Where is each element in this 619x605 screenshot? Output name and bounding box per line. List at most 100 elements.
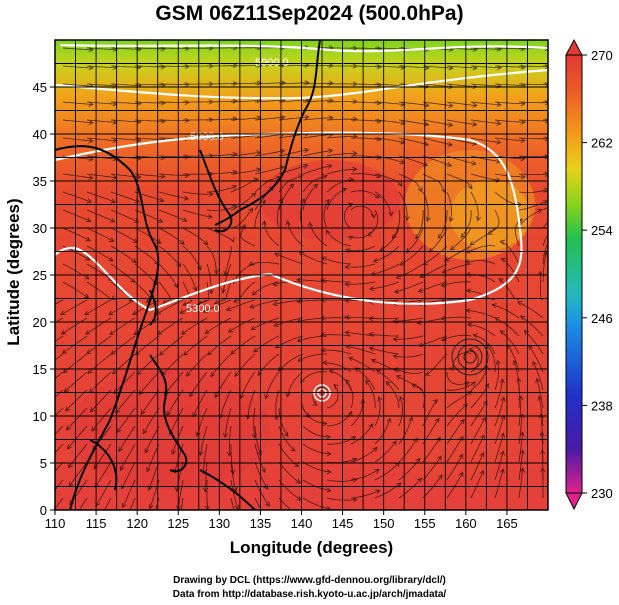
streamline-arrowhead	[171, 449, 176, 455]
streamline	[157, 317, 184, 335]
streamline	[158, 47, 190, 49]
streamline	[518, 83, 548, 85]
y-tick-label: 10	[33, 409, 47, 424]
coastlines	[55, 40, 321, 510]
streamline	[520, 315, 544, 337]
streamline-arrowhead	[230, 469, 236, 475]
streamline-arrowhead	[544, 82, 548, 88]
streamline	[110, 245, 137, 263]
streamline-arrowhead	[256, 80, 262, 86]
streamline-arrowhead	[482, 399, 488, 406]
streamline	[374, 47, 406, 50]
streamline	[95, 479, 112, 507]
streamline-arrowhead	[189, 391, 194, 398]
streamline	[61, 317, 88, 335]
streamline-arrowhead	[423, 141, 429, 147]
streamline-arrowhead	[539, 449, 546, 455]
streamline-arrowhead	[496, 102, 502, 108]
streamline-arrowhead	[535, 377, 541, 384]
streamline	[276, 198, 283, 229]
streamline-arrowhead	[512, 359, 518, 366]
streamline	[398, 477, 422, 499]
streamline-arrowhead	[344, 314, 350, 320]
streamline	[425, 353, 448, 376]
streamline-arrowhead	[109, 237, 115, 242]
streamline	[230, 100, 262, 103]
x-tick-label: 145	[332, 516, 354, 531]
streamline	[254, 425, 262, 456]
streamline-arrowhead	[449, 216, 454, 223]
streamline	[247, 389, 256, 420]
streamline	[205, 461, 208, 492]
streamline-arrowhead	[479, 469, 485, 476]
cool-core-east	[450, 180, 530, 250]
streamline-arrowhead	[447, 141, 453, 147]
streamline-arrowhead	[232, 298, 239, 303]
streamline	[415, 209, 424, 239]
streamline	[470, 137, 501, 143]
streamline-arrowhead	[484, 364, 490, 370]
streamline-arrowhead	[248, 260, 255, 266]
streamline	[326, 179, 354, 193]
streamline	[446, 454, 464, 481]
streamline	[373, 245, 400, 262]
streamline	[206, 171, 237, 175]
streamline-arrowhead	[160, 173, 166, 179]
colorbar-top-arrow	[565, 38, 583, 56]
streamline-arrowhead	[300, 378, 305, 384]
streamline	[94, 461, 112, 488]
streamline-arrowhead	[221, 288, 227, 294]
streamline	[371, 359, 400, 373]
colorbar-body	[565, 54, 583, 494]
streamline-arrowhead	[108, 256, 114, 262]
streamline	[86, 173, 117, 179]
streamline	[446, 83, 477, 88]
streamline	[230, 192, 256, 211]
streamline	[470, 227, 496, 246]
streamline	[309, 222, 328, 247]
streamline	[214, 371, 232, 398]
streamline	[230, 208, 253, 229]
streamline-arrowhead	[379, 246, 385, 251]
streamline	[494, 451, 504, 481]
streamline-arrowhead	[120, 465, 125, 471]
streamline	[158, 281, 172, 304]
colorbar: 270 262 254 246 238 230	[565, 38, 613, 511]
streamline	[518, 209, 542, 229]
streamline-arrowhead	[365, 379, 371, 385]
streamline-arrowhead	[438, 233, 443, 239]
streamline-arrowhead	[250, 325, 256, 330]
streamline	[370, 263, 400, 275]
streamline	[450, 227, 472, 251]
streamline-arrowhead	[376, 100, 382, 106]
streamline	[158, 191, 189, 200]
streamline-arrowhead	[393, 367, 399, 373]
streamline-arrowhead	[110, 198, 116, 204]
x-tick-label: 125	[167, 516, 189, 531]
streamline	[446, 173, 473, 190]
streamline	[134, 101, 166, 104]
streamline-arrowhead	[179, 309, 185, 314]
streamline	[321, 334, 352, 337]
streamline	[55, 371, 64, 379]
streamline-arrowhead	[352, 150, 358, 156]
streamline	[345, 281, 376, 285]
streamline	[398, 396, 403, 427]
streamline-arrowhead	[370, 358, 377, 364]
streamline-arrowhead	[204, 505, 210, 510]
streamline	[249, 262, 280, 266]
streamline	[206, 153, 237, 157]
streamline-arrowhead	[392, 440, 397, 446]
streamline-arrowhead	[500, 414, 506, 420]
streamline	[55, 317, 64, 324]
streamline	[226, 299, 256, 311]
streamline	[142, 407, 160, 434]
streamline	[110, 137, 141, 141]
streamline-arrowhead	[210, 371, 216, 378]
streamline	[55, 497, 64, 510]
streamline-arrowhead	[481, 416, 486, 423]
streamline-arrowhead	[280, 114, 286, 121]
streamline-arrowhead	[341, 187, 348, 193]
streamline	[374, 155, 405, 164]
streamline-arrowhead	[449, 245, 456, 251]
